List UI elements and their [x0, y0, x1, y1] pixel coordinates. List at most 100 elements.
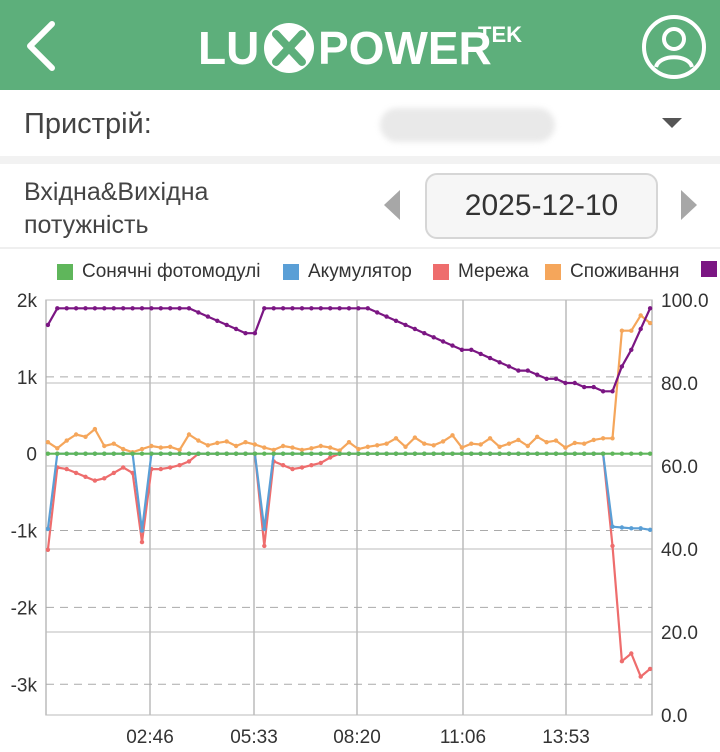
series-consumption-point: [45, 440, 51, 445]
legend-soc[interactable]: [701, 261, 720, 277]
series-soc-point: [412, 326, 418, 332]
series-soc-point: [328, 306, 333, 311]
series-consumption-point: [487, 436, 493, 441]
series-soc-point: [177, 306, 182, 311]
series-pv-point: [45, 451, 51, 456]
device-value-blurred[interactable]: [380, 108, 555, 142]
y-right-tick-label: 100.0: [661, 292, 709, 312]
series-soc-point: [243, 331, 248, 336]
series-grid-point: [262, 543, 267, 549]
series-soc-point: [506, 364, 512, 369]
series-pv-point: [384, 451, 389, 456]
chart-legend: Сонячні фотомодулі Акумулятор Мережа Спо…: [0, 257, 720, 287]
series-soc-point: [149, 306, 154, 311]
series-pv-point: [224, 451, 229, 456]
series-pv-point: [600, 451, 606, 456]
chart-type-row: Вхідна&Вихідна потужність: [0, 164, 720, 248]
series-pv-point: [309, 451, 314, 456]
legend-battery[interactable]: Акумулятор: [283, 261, 412, 283]
legend-pv[interactable]: Сонячні фотомодулі: [57, 261, 261, 283]
y-left-tick-label: 2k: [17, 292, 38, 312]
series-pv-point: [459, 451, 465, 456]
series-soc-point: [64, 306, 69, 311]
series-soc-point: [450, 343, 455, 348]
series-soc-point: [158, 306, 163, 311]
series-consumption-point: [337, 448, 342, 453]
series-soc-point: [629, 347, 634, 352]
series-consumption-point: [64, 438, 69, 443]
series-consumption-point: [346, 440, 352, 445]
series-consumption-point: [572, 440, 577, 446]
series-pv-point: [619, 451, 625, 456]
series-grid-point: [111, 470, 117, 476]
series-consumption-point: [252, 442, 258, 447]
series-grid-point: [290, 466, 295, 472]
dropdown-caret-icon[interactable]: [662, 118, 682, 128]
previous-date-icon[interactable]: [384, 190, 400, 220]
series-consumption-point: [638, 313, 643, 318]
device-label: Пристрій:: [24, 108, 152, 140]
series-soc-point: [215, 318, 220, 323]
series-pv-point: [393, 451, 399, 456]
series-soc-point: [563, 380, 568, 386]
series-soc-point: [271, 306, 276, 311]
series-pv-point: [487, 451, 493, 456]
series-soc-point: [403, 322, 408, 328]
series-pv-point: [92, 451, 98, 456]
date-picker[interactable]: 2025-12-10: [425, 173, 658, 239]
series-consumption-point: [440, 439, 446, 444]
series-grid-point: [92, 478, 98, 483]
series-soc-point: [309, 306, 314, 311]
section-divider: [0, 247, 720, 249]
series-pv-point: [102, 451, 107, 456]
series-soc-point: [337, 306, 342, 311]
legend-grid[interactable]: Мережа: [433, 261, 529, 283]
series-soc-point: [610, 389, 615, 394]
y-left-tick-label: 1k: [17, 368, 38, 389]
legend-swatch: [433, 264, 449, 280]
series-consumption-point: [73, 432, 79, 437]
series-soc-point: [440, 339, 446, 344]
series-soc-point: [186, 306, 192, 311]
user-profile-icon[interactable]: [641, 14, 707, 80]
series-soc-point: [111, 306, 117, 311]
series-consumption-point: [205, 443, 211, 448]
series-consumption-point: [102, 443, 107, 449]
chart-type-label[interactable]: Вхідна&Вихідна потужність: [24, 178, 209, 239]
series-consumption-point: [365, 444, 370, 449]
series-pv-point: [158, 451, 163, 456]
series-pv-point: [337, 451, 342, 456]
y-left-tick-label: -1k: [11, 522, 38, 543]
series-soc-point: [393, 318, 399, 323]
legend-label: Акумулятор: [308, 261, 412, 282]
next-date-icon[interactable]: [681, 190, 697, 220]
series-pv-point: [168, 451, 173, 456]
series-soc-point: [92, 306, 98, 311]
series-consumption-point: [271, 447, 276, 453]
series-pv-point: [196, 451, 201, 456]
series-consumption-point: [215, 440, 220, 446]
series-pv-point: [610, 451, 615, 456]
series-pv-point: [177, 451, 182, 456]
legend-consumption[interactable]: Споживання: [545, 261, 679, 283]
series-soc-point: [525, 368, 530, 373]
series-consumption-point: [553, 438, 559, 443]
series-soc-point: [45, 322, 51, 328]
series-soc-point: [553, 376, 559, 381]
device-selector[interactable]: Пристрій:: [0, 90, 720, 156]
series-soc-point: [647, 306, 653, 311]
x-tick-label: 08:20: [333, 727, 381, 748]
series-consumption-point: [262, 445, 267, 450]
legend-label: Споживання: [570, 261, 680, 282]
series-soc-point: [459, 347, 465, 352]
y-left-tick-label: -2k: [11, 598, 38, 619]
series-consumption-point: [459, 445, 465, 450]
series-grid-point: [280, 463, 286, 468]
back-arrow-icon[interactable]: [18, 16, 68, 76]
series-pv-point: [544, 451, 549, 456]
power-chart[interactable]: 2k 1k 0 -1k -2k -3k 100.0 80.0 60.0 40.0 20.0 0.0 02…: [0, 292, 720, 752]
series-consumption-point: [582, 441, 587, 446]
series-pv-point: [280, 451, 286, 456]
series-pv-point: [328, 451, 333, 456]
series-pv-point: [516, 451, 521, 456]
